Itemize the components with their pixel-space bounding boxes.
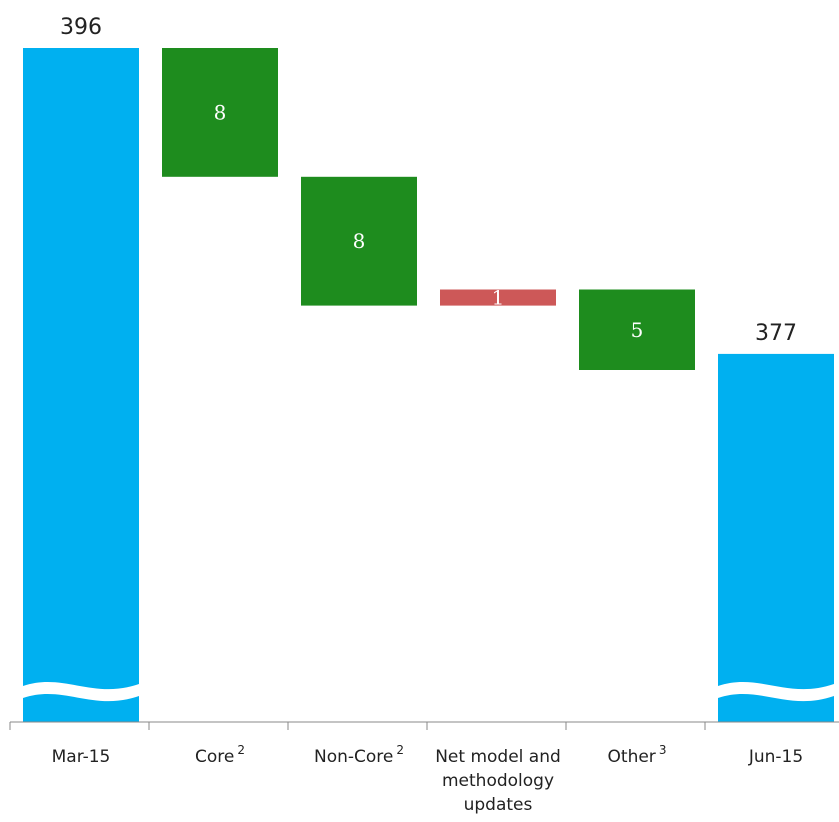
- category-label-4: Other 3: [608, 743, 667, 767]
- bars-layer: [23, 48, 834, 722]
- category-label-2: Non-Core 2: [314, 743, 404, 767]
- delta-bar-2: [301, 176, 417, 306]
- delta-bar-4: [579, 289, 695, 370]
- axis-break-wave-0: [23, 681, 139, 702]
- category-label-3: updates: [464, 795, 533, 815]
- category-label-0: Mar-15: [52, 747, 111, 767]
- category-labels-layer: Mar-15 Core 2 Non-Core 2 Net model and methodo…: [52, 743, 804, 815]
- category-footnote-marker: 3: [659, 743, 667, 757]
- delta-value-label-1: 8: [214, 100, 227, 124]
- category-footnote-marker: 2: [237, 743, 245, 757]
- delta-value-label-4: 5: [631, 318, 644, 342]
- value-labels-layer: 396 8 8 1 5 377: [60, 15, 797, 346]
- x-axis: [9, 721, 839, 730]
- delta-value-label-2: 8: [353, 229, 366, 253]
- total-value-label-5: 377: [755, 321, 797, 346]
- delta-bar-1: [162, 48, 278, 177]
- total-bar-0: [23, 48, 139, 722]
- category-label-1: Core 2: [195, 743, 245, 767]
- total-value-label-0: 396: [60, 15, 102, 40]
- category-label-3: methodology: [442, 771, 554, 791]
- category-label-5: Jun-15: [748, 747, 803, 767]
- delta-bar-3: [440, 289, 556, 306]
- delta-value-label-3: 1: [492, 286, 505, 310]
- total-bar-5: [718, 353, 834, 722]
- category-footnote-marker: 2: [396, 743, 404, 757]
- axis-break-wave-5: [718, 681, 834, 702]
- category-label-3: Net model and: [435, 747, 561, 767]
